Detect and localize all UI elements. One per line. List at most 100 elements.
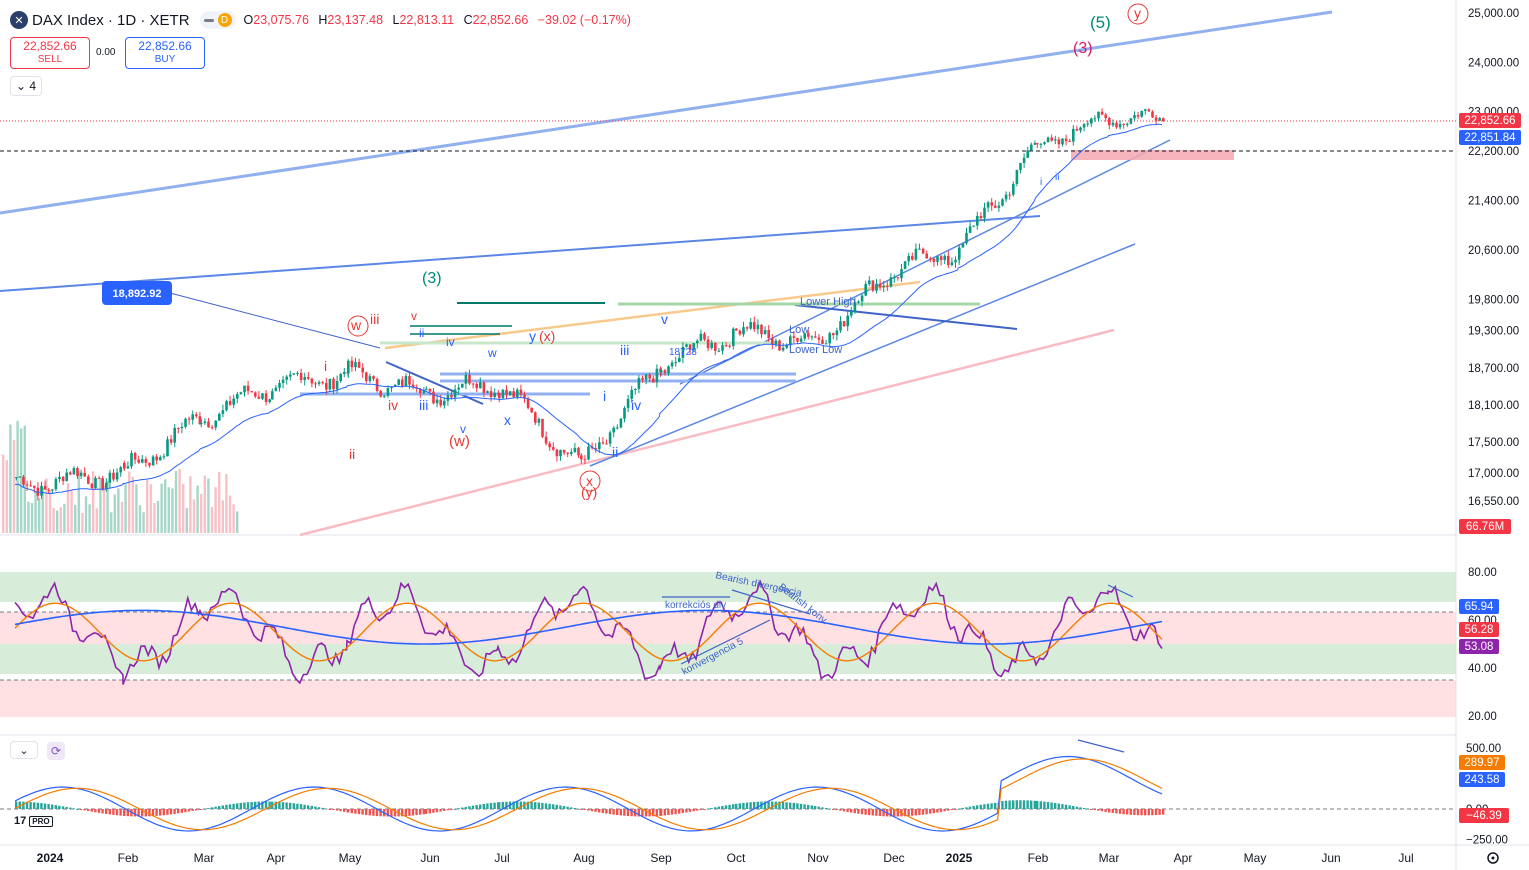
volume-bar xyxy=(185,508,188,533)
symbol-logo-icon[interactable]: ✕ xyxy=(10,11,28,29)
candle-body xyxy=(195,414,198,417)
candle-body xyxy=(1118,123,1122,128)
divergence-line xyxy=(731,589,811,615)
candle-body xyxy=(332,378,335,390)
candle-body xyxy=(580,455,583,460)
tradingview-logo[interactable]: 17 PRO xyxy=(14,815,53,827)
candle-body xyxy=(321,382,324,384)
macd-histogram-bar xyxy=(278,801,281,809)
macd-histogram-bar xyxy=(889,809,892,817)
candle-body xyxy=(735,328,738,331)
macd-tag-red xyxy=(1459,808,1509,823)
trendline-falling xyxy=(794,304,1018,330)
macd-collapse-button[interactable]: ⌄ xyxy=(10,741,38,759)
macd-histogram-bar xyxy=(375,809,379,817)
spread-value: 0.00 xyxy=(96,47,116,58)
candle-body xyxy=(745,327,749,329)
candle-body xyxy=(130,453,133,467)
time-axis[interactable]: 2024 Feb Mar Apr May Jun Jul Aug Sep Oct Nov Dec 202… xyxy=(37,851,1414,865)
macd-histogram-bar xyxy=(857,809,860,814)
macd-histogram-bar xyxy=(390,809,393,817)
candle-body xyxy=(446,395,450,401)
candle-body xyxy=(79,472,83,477)
last-price-tag xyxy=(1459,113,1521,128)
rsi-tag-red xyxy=(1459,622,1499,637)
candle-body xyxy=(994,205,997,208)
candle-body xyxy=(166,439,169,457)
candle-body xyxy=(986,202,990,208)
candle-body xyxy=(133,453,137,460)
symbol-title[interactable]: DAX Index · 1D · XETR xyxy=(32,11,190,29)
candle-body xyxy=(335,381,339,390)
macd-histogram-bar xyxy=(678,809,681,814)
macd-histogram-bar xyxy=(619,809,622,816)
candle-body xyxy=(968,226,972,233)
candle-body xyxy=(243,385,246,393)
macd-histogram-bar xyxy=(965,807,968,809)
volume-bar xyxy=(182,483,185,533)
macd-histogram-bar xyxy=(598,809,601,813)
candle-body xyxy=(678,357,681,363)
macd-histogram-bar xyxy=(778,801,781,809)
candle-body xyxy=(475,383,478,389)
macd-histogram-bar xyxy=(221,805,224,809)
buy-label: BUY xyxy=(154,54,176,65)
macd-histogram-bar xyxy=(699,809,702,810)
buy-button[interactable]: 22,852.66 BUY xyxy=(125,37,205,69)
volume-bar xyxy=(77,471,80,533)
candle-body xyxy=(419,388,422,394)
volume-bar xyxy=(59,507,62,533)
macd-histogram-bar xyxy=(688,809,692,812)
wave-label: x xyxy=(504,412,511,428)
wave-label: iv xyxy=(446,335,455,349)
candle-body xyxy=(411,384,415,388)
candle-body xyxy=(612,427,615,433)
macd-histogram-bar xyxy=(228,804,232,809)
macd-histogram-bar xyxy=(464,806,467,809)
macd-histogram-bar xyxy=(159,809,162,816)
macd-histogram-bar xyxy=(357,809,361,815)
settings-icon[interactable] xyxy=(1487,852,1499,864)
macd-histogram-bar xyxy=(950,809,953,810)
candle-body xyxy=(742,327,745,335)
candle-body xyxy=(453,389,457,398)
macd-histogram-bar xyxy=(198,809,201,810)
volume-bar xyxy=(95,508,98,533)
rsi-note: korrekciós div xyxy=(665,600,726,611)
candle-body xyxy=(239,392,243,395)
candle-body xyxy=(177,427,180,429)
candle-body xyxy=(90,483,94,489)
time-axis-label: Feb xyxy=(1028,851,1049,865)
candle-body xyxy=(882,286,885,288)
candle-body xyxy=(900,269,903,279)
candle-body xyxy=(608,432,612,444)
macd-histogram-bar xyxy=(1036,800,1039,809)
price-axis-label: 19,300.00 xyxy=(1468,326,1519,338)
macd-histogram-bar xyxy=(443,809,446,811)
volume-bar xyxy=(16,420,19,533)
sync-icon[interactable]: ⟳ xyxy=(47,742,65,760)
trendline-long-support xyxy=(0,215,1041,292)
price-axis[interactable]: 25,000.0024,000.0023,000.0022,200.0021,4… xyxy=(1466,8,1519,847)
candle-body xyxy=(428,388,432,392)
macd-histogram-bar xyxy=(562,806,566,809)
macd-histogram-bar xyxy=(479,804,482,809)
candle-body xyxy=(929,258,932,260)
status-badge[interactable]: D xyxy=(199,11,236,29)
candle-body xyxy=(1108,119,1111,126)
candle-body xyxy=(328,378,332,390)
sell-button[interactable]: 22,852.66 SELL xyxy=(10,37,90,69)
volume-bar xyxy=(142,512,145,533)
candle-body xyxy=(749,322,752,329)
candle-body xyxy=(814,336,817,338)
trendline-upper-channel xyxy=(0,10,1333,215)
indicators-toggle[interactable]: ⌄ 4 xyxy=(10,76,42,96)
candle-body xyxy=(767,329,770,339)
macd-histogram-bar xyxy=(321,807,324,809)
macd-histogram-bar xyxy=(307,805,310,809)
time-axis-label: May xyxy=(1244,851,1267,865)
macd-histogram-bar xyxy=(580,809,583,810)
volume-bar xyxy=(27,501,30,533)
macd-histogram-bar xyxy=(191,809,194,811)
